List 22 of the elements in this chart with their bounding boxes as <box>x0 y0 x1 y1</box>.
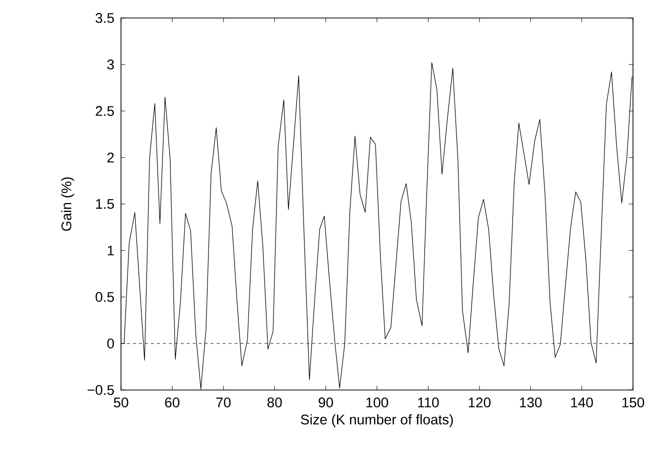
x-tick-label: 120 <box>468 398 490 408</box>
y-tick-label: 2.5 <box>96 106 114 116</box>
x-tick-label: 90 <box>318 398 334 408</box>
x-tick-label: 140 <box>571 398 593 408</box>
y-tick-label: 1.5 <box>96 199 114 209</box>
y-tick-label: 1 <box>108 246 114 256</box>
x-tick-label: 130 <box>520 398 542 408</box>
y-tick-label: 0 <box>107 338 114 348</box>
y-tick-label: 3.5 <box>96 13 114 23</box>
x-tick-label: 50 <box>114 398 128 408</box>
y-axis-title: Gain (%) <box>61 177 74 231</box>
y-tick-label: 0.5 <box>96 292 114 302</box>
x-tick-label: 150 <box>622 398 644 408</box>
x-tick-label: 70 <box>216 398 231 408</box>
x-tick-label: 100 <box>366 398 388 408</box>
x-tick-label: 110 <box>418 398 439 408</box>
y-tick-label: −0.5 <box>88 385 114 395</box>
x-tick-label: 80 <box>267 398 282 408</box>
x-axis-title: Size (K number of floats) <box>300 414 453 428</box>
y-tick-label: 3 <box>107 60 114 70</box>
y-tick-label: 2 <box>107 152 114 162</box>
x-tick-label: 60 <box>165 398 180 408</box>
